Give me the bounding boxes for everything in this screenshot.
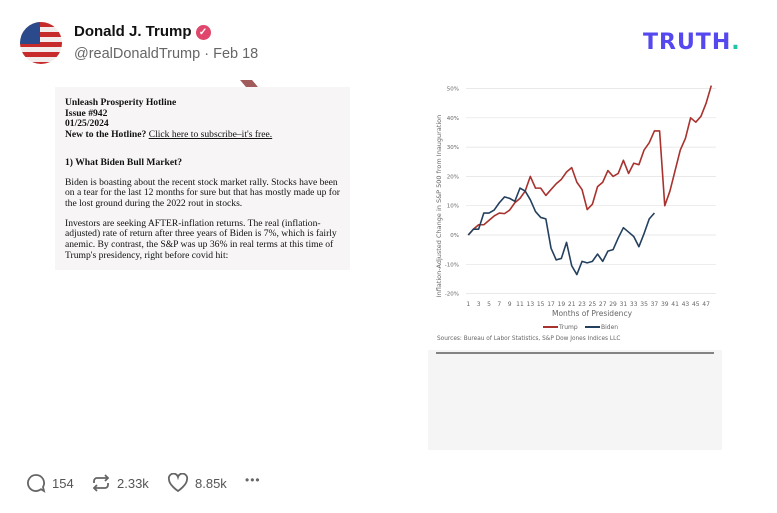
- x-tick-label: 3: [477, 301, 481, 308]
- y-tick-label: 50%: [447, 87, 459, 93]
- x-tick-label: 33: [630, 301, 638, 308]
- article-heading: 1) What Biden Bull Market?: [65, 156, 183, 168]
- y-tick-label: -20%: [445, 292, 459, 298]
- repost-count: 2.33k: [117, 475, 149, 491]
- image-fragment: [240, 80, 258, 87]
- article-date: 01/25/2024: [65, 118, 109, 130]
- repost-button[interactable]: 2.33k: [91, 473, 149, 493]
- y-axis-label: Inflation-Adjusted Change in S&P 500 fro…: [435, 115, 443, 298]
- x-tick-label: 21: [568, 301, 576, 308]
- series-line-biden: [467, 187, 656, 276]
- author-handle[interactable]: @realDonaldTrump · Feb 18: [74, 46, 259, 62]
- x-tick-label: 15: [537, 301, 545, 308]
- more-icon: •••: [245, 473, 261, 487]
- like-button[interactable]: 8.85k: [167, 473, 227, 493]
- x-tick-label: 1: [466, 301, 470, 308]
- reply-icon: [27, 474, 46, 493]
- truth-logo[interactable]: TRUTH.: [643, 30, 741, 55]
- x-tick-label: 43: [682, 301, 690, 308]
- legend-biden: Biden: [601, 324, 618, 331]
- y-tick-label: -10%: [445, 262, 459, 268]
- x-tick-label: 5: [487, 301, 491, 308]
- x-tick-label: 27: [599, 301, 607, 308]
- x-tick-label: 31: [620, 301, 628, 308]
- chart-image[interactable]: 50% 40% 30% 20% 10% 0% -10% -20% 1 3 5 7 9 11 13 15 17 19…: [428, 78, 722, 450]
- x-tick-label: 9: [508, 301, 512, 308]
- x-tick-label: 7: [497, 301, 501, 308]
- x-tick-label: 41: [671, 301, 679, 308]
- repost-icon: [92, 474, 110, 492]
- verified-badge-icon: ✓: [195, 25, 211, 40]
- reply-count: 154: [52, 475, 74, 491]
- more-options-button[interactable]: •••: [245, 473, 261, 487]
- y-tick-label: 20%: [447, 174, 459, 180]
- author-name-text: Donald J. Trump: [74, 23, 192, 40]
- y-tick-label: 40%: [447, 116, 459, 122]
- legend-trump: Trump: [558, 324, 578, 331]
- y-tick-label: 0%: [450, 233, 459, 239]
- reply-button[interactable]: 154: [26, 473, 74, 493]
- x-tick-label: 45: [692, 301, 700, 308]
- chart-source: Sources: Bureau of Labor Statistics, S&P…: [437, 336, 620, 342]
- line-chart: 50%40%30%20%10%0%-10%-20%1 3 5 7 9 11 13 15 17 19…: [428, 78, 722, 354]
- x-tick-label: 23: [578, 301, 586, 308]
- author-name[interactable]: Donald J. Trump ✓: [74, 23, 211, 40]
- x-axis-label: Months of Presidency: [552, 309, 633, 318]
- heart-icon: [167, 473, 189, 493]
- x-tick-label: 19: [558, 301, 566, 308]
- y-tick-label: 10%: [447, 204, 459, 210]
- x-tick-label: 29: [609, 301, 617, 308]
- like-count: 8.85k: [195, 475, 227, 491]
- article-image[interactable]: Unleash Prosperity Hotline Issue #942 01…: [55, 87, 350, 270]
- series-line-trump: [467, 85, 713, 236]
- article-paragraph: Biden is boasting about the recent stock…: [65, 176, 340, 209]
- x-tick-label: 37: [651, 301, 659, 308]
- x-tick-label: 17: [547, 301, 555, 308]
- x-tick-label: 47: [702, 301, 710, 308]
- x-tick-label: 25: [589, 301, 597, 308]
- article-title: Unleash Prosperity Hotline: [65, 97, 177, 108]
- y-tick-label: 30%: [447, 145, 459, 151]
- x-tick-label: 11: [516, 301, 524, 308]
- x-tick-label: 35: [640, 301, 648, 308]
- article-paragraph: Investors are seeking AFTER-inflation re…: [65, 217, 337, 261]
- chart-background: [428, 78, 722, 350]
- article-issue: Issue #942: [65, 107, 108, 119]
- avatar[interactable]: [20, 22, 62, 64]
- x-tick-label: 39: [661, 301, 669, 308]
- subscribe-link[interactable]: Click here to subscribe–it's free.: [148, 129, 273, 141]
- new-prompt: New to the Hotline?: [65, 129, 147, 141]
- logo-dot: .: [731, 30, 741, 55]
- logo-text: TRUTH: [643, 30, 732, 55]
- x-tick-label: 13: [527, 301, 535, 308]
